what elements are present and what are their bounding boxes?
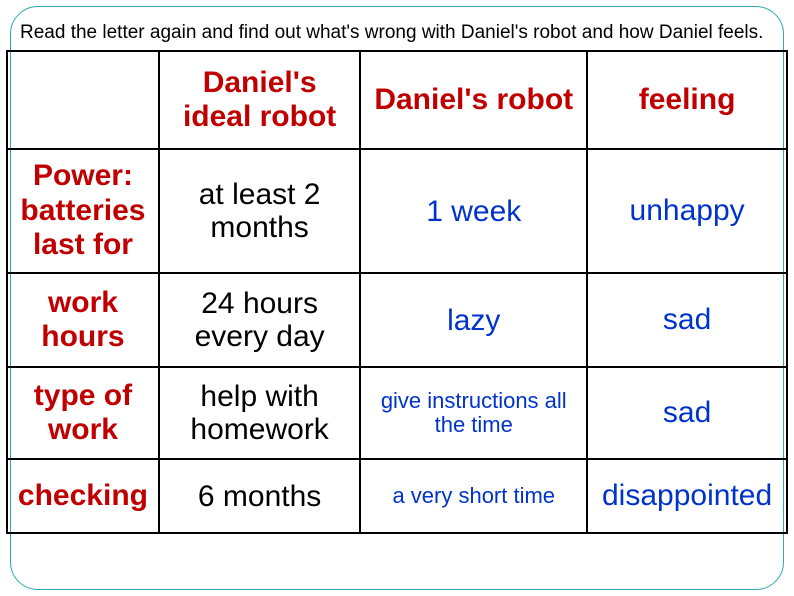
instruction-text: Read the letter again and find out what'… <box>20 22 774 44</box>
cell-feeling: sad <box>587 367 787 459</box>
cell-robot: 1 week <box>360 149 587 273</box>
cell-ideal: help with homework <box>159 367 360 459</box>
header-feeling: feeling <box>587 51 787 149</box>
row-label-power: Power: batteries last for <box>7 149 159 273</box>
cell-feeling: disappointed <box>587 459 787 533</box>
cell-ideal: 6 months <box>159 459 360 533</box>
cell-ideal: at least 2 months <box>159 149 360 273</box>
header-blank <box>7 51 159 149</box>
cell-feeling: sad <box>587 273 787 367</box>
comparison-table: Daniel's ideal robot Daniel's robot feel… <box>6 50 788 534</box>
table-row: work hours 24 hours every day lazy sad <box>7 273 787 367</box>
table-header-row: Daniel's ideal robot Daniel's robot feel… <box>7 51 787 149</box>
table-row: type of work help with homework give ins… <box>7 367 787 459</box>
cell-robot: give instructions all the time <box>360 367 587 459</box>
table-row: Power: batteries last for at least 2 mon… <box>7 149 787 273</box>
header-daniels-robot: Daniel's robot <box>360 51 587 149</box>
cell-robot: lazy <box>360 273 587 367</box>
row-label-work-hours: work hours <box>7 273 159 367</box>
header-ideal-robot: Daniel's ideal robot <box>159 51 360 149</box>
row-label-checking: checking <box>7 459 159 533</box>
cell-robot: a very short time <box>360 459 587 533</box>
table-row: checking 6 months a very short time disa… <box>7 459 787 533</box>
row-label-type-of-work: type of work <box>7 367 159 459</box>
cell-ideal: 24 hours every day <box>159 273 360 367</box>
cell-feeling: unhappy <box>587 149 787 273</box>
